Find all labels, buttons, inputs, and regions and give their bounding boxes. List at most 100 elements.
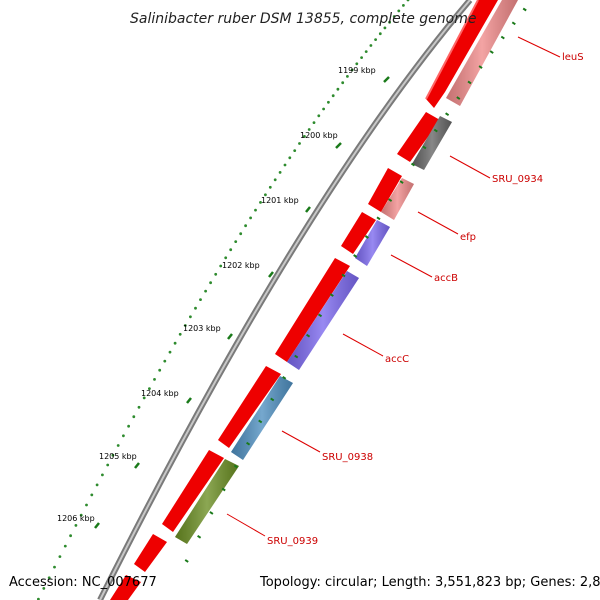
gc-dot bbox=[244, 224, 248, 228]
gene-tick bbox=[353, 254, 358, 258]
gene-tick bbox=[478, 65, 483, 69]
gc-dot bbox=[378, 32, 382, 36]
gc-dot bbox=[53, 565, 56, 569]
gc-dot bbox=[388, 20, 391, 24]
gene-tick bbox=[209, 511, 214, 515]
kbp-label: 1200 kbp bbox=[300, 131, 338, 140]
gc-dot bbox=[327, 100, 330, 104]
kbp-label: 1206 kbp bbox=[57, 514, 95, 523]
cds-forward[interactable] bbox=[218, 366, 281, 448]
gc-dot bbox=[214, 272, 218, 276]
gc-dot bbox=[127, 424, 130, 428]
gene-tick bbox=[467, 80, 472, 85]
gene-tick bbox=[246, 441, 251, 446]
gene-tick bbox=[399, 180, 404, 184]
cds-forward[interactable] bbox=[162, 450, 224, 532]
gene-label-SRU_0934[interactable]: SRU_0934 bbox=[492, 174, 543, 185]
gc-dot bbox=[47, 576, 51, 580]
gene-tick bbox=[364, 235, 369, 239]
gc-dot bbox=[268, 185, 272, 189]
gc-dot bbox=[360, 56, 363, 59]
gc-dot bbox=[283, 163, 287, 167]
gc-dot bbox=[74, 524, 78, 527]
map-title: Salinibacter ruber DSM 13855, complete g… bbox=[130, 11, 476, 27]
gc-dot bbox=[341, 81, 345, 85]
gene-tick bbox=[422, 145, 427, 150]
gene-tick bbox=[197, 534, 202, 539]
gc-dot bbox=[303, 135, 306, 138]
gene-tick bbox=[500, 35, 505, 40]
kbp-label: 1199 kbp bbox=[338, 66, 376, 75]
gc-dot bbox=[355, 62, 359, 66]
kbp-label: 1205 kbp bbox=[99, 452, 137, 461]
cds-forward[interactable] bbox=[341, 212, 376, 254]
kbp-label: 1202 kbp bbox=[222, 261, 260, 270]
cds-highlight bbox=[425, 0, 479, 100]
gc-dot bbox=[397, 9, 401, 13]
kbp-tick bbox=[335, 142, 342, 149]
gene-tick bbox=[282, 375, 287, 380]
kbp-label: 1201 kbp bbox=[261, 196, 299, 205]
gc-dot bbox=[239, 232, 243, 236]
kbp-label: 1204 kbp bbox=[141, 389, 179, 398]
gc-content-track bbox=[37, 0, 410, 600]
kbp-tick bbox=[186, 397, 192, 404]
kbp-tick bbox=[227, 333, 233, 340]
gene-tick bbox=[270, 397, 275, 402]
gc-dot bbox=[234, 240, 238, 244]
gc-dot bbox=[322, 107, 325, 111]
gc-dot bbox=[278, 171, 282, 174]
gene-tick bbox=[489, 50, 494, 54]
gc-dot bbox=[142, 396, 146, 400]
gene-tick bbox=[258, 419, 263, 424]
gene-tick bbox=[294, 354, 299, 359]
gc-dot bbox=[199, 298, 202, 301]
gc-dot bbox=[148, 387, 151, 390]
cds-forward[interactable] bbox=[368, 168, 402, 212]
gene-label-efp[interactable]: efp bbox=[460, 232, 476, 243]
gene-track bbox=[175, 0, 518, 544]
gene-tick bbox=[445, 112, 450, 117]
gc-dot bbox=[183, 324, 187, 327]
gene-tick bbox=[341, 273, 346, 278]
cds-forward[interactable] bbox=[134, 534, 167, 572]
gc-dot bbox=[132, 415, 136, 419]
gene-label-accB[interactable]: accB bbox=[434, 273, 458, 284]
gene-tick bbox=[511, 21, 516, 26]
cds-forward[interactable] bbox=[397, 112, 440, 162]
gc-dot bbox=[364, 50, 368, 53]
cds-forward[interactable] bbox=[110, 575, 141, 600]
gc-dot bbox=[259, 201, 262, 204]
gc-dot bbox=[249, 216, 253, 220]
gc-dot bbox=[369, 44, 373, 47]
gene-label-accC[interactable]: accC bbox=[385, 354, 409, 365]
kbp-tick bbox=[94, 522, 100, 529]
cds-forward[interactable] bbox=[426, 0, 498, 108]
gc-dot bbox=[317, 114, 321, 118]
gene-tick bbox=[433, 128, 438, 133]
gene-tick bbox=[376, 216, 381, 221]
gc-dot bbox=[402, 4, 405, 7]
kbp-tick bbox=[305, 206, 311, 213]
gene-track-ticks bbox=[184, 7, 527, 563]
gc-dot bbox=[189, 315, 192, 319]
gc-dot bbox=[392, 15, 396, 18]
kbp-tick bbox=[268, 271, 274, 278]
gene-label-SRU_0938[interactable]: SRU_0938 bbox=[322, 452, 373, 463]
gc-dot bbox=[331, 94, 335, 98]
gc-dot bbox=[298, 142, 301, 145]
gc-dot bbox=[273, 178, 277, 182]
gc-dot bbox=[163, 359, 167, 363]
label-leader bbox=[417, 211, 459, 235]
gene-label-leuS[interactable]: leuS bbox=[562, 52, 584, 63]
gc-dot bbox=[63, 544, 67, 548]
gc-dot bbox=[293, 149, 297, 153]
cds-forward[interactable] bbox=[275, 258, 350, 362]
gc-dot bbox=[95, 483, 99, 487]
gene-tick bbox=[522, 7, 527, 12]
gc-dot bbox=[219, 264, 223, 268]
gc-dot bbox=[158, 368, 162, 372]
gc-dot bbox=[312, 121, 316, 124]
gene-label-SRU_0939[interactable]: SRU_0939 bbox=[267, 536, 318, 547]
